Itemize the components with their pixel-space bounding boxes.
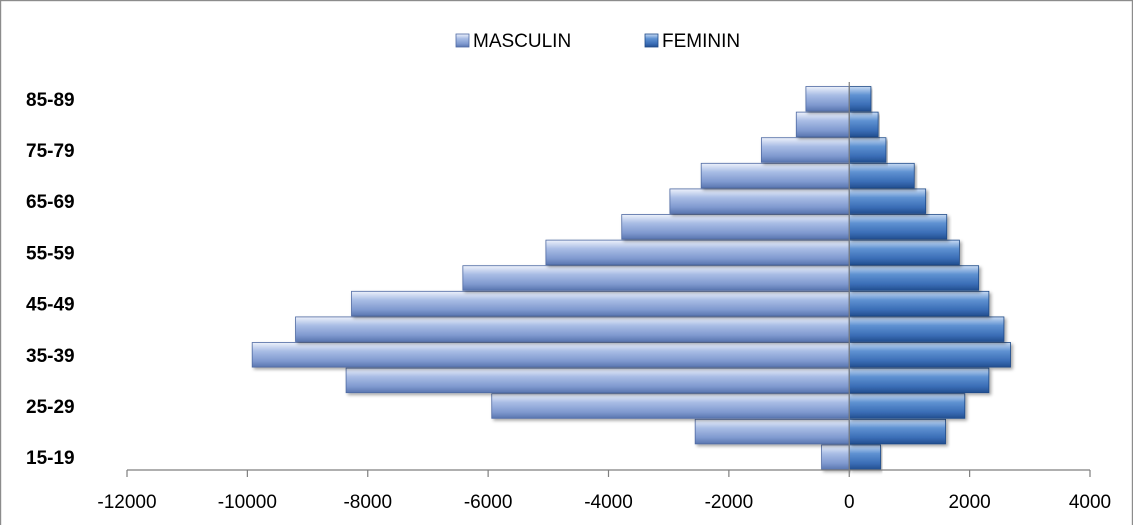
bar-masculin-65-69 — [669, 188, 850, 214]
x-tick-label: 2000 — [948, 492, 990, 513]
x-tick-label: -4000 — [584, 492, 633, 513]
y-tick-label: 55-59 — [26, 243, 75, 264]
x-tick-label: -8000 — [343, 492, 392, 513]
bar-masculin-85-89 — [805, 86, 850, 112]
x-tick-label: 4000 — [1069, 492, 1111, 513]
bar-masculin-25-29 — [491, 393, 850, 419]
y-tick-label: 15-19 — [26, 448, 75, 469]
bar-feminin-65-69 — [848, 188, 927, 214]
bar-feminin-20-24 — [848, 418, 946, 445]
bar-masculin-70-74 — [700, 162, 850, 189]
x-tick-label: -6000 — [464, 492, 513, 513]
bar-feminin-80-84 — [848, 111, 879, 138]
bar-masculin-35-39 — [251, 342, 850, 368]
bar-masculin-40-44 — [295, 316, 850, 342]
bar-feminin-15-19 — [848, 444, 881, 470]
bar-masculin-80-84 — [795, 111, 850, 138]
legend-swatch-feminin — [644, 33, 659, 48]
legend-label-masculin: MASCULIN — [473, 31, 571, 52]
bar-masculin-50-54 — [462, 265, 850, 291]
y-tick-label: 65-69 — [26, 192, 75, 213]
bar-feminin-55-59 — [848, 239, 960, 266]
y-tick-label: 75-79 — [26, 141, 75, 162]
x-tick-label: -2000 — [705, 492, 754, 513]
bar-masculin-20-24 — [694, 418, 850, 445]
y-tick-label: 45-49 — [26, 295, 75, 316]
bar-masculin-15-19 — [821, 444, 850, 470]
bar-feminin-35-39 — [848, 342, 1011, 368]
bar-masculin-60-64 — [621, 214, 850, 240]
bar-feminin-40-44 — [848, 316, 1005, 342]
y-tick-labels: 15-19 25-29 35-39 45-49 55-59 65-69 75-79 85-89 — [26, 90, 75, 469]
bar-masculin-30-34 — [345, 367, 850, 394]
x-tick-label: -10000 — [218, 492, 277, 513]
legend-label-feminin: FEMININ — [662, 31, 740, 52]
y-tick-label: 35-39 — [26, 346, 75, 367]
bar-feminin-25-29 — [848, 393, 966, 419]
bar-masculin-75-79 — [760, 137, 850, 163]
bar-feminin-85-89 — [848, 86, 872, 112]
bar-feminin-75-79 — [848, 137, 887, 163]
bar-masculin-45-49 — [351, 290, 850, 317]
bar-feminin-50-54 — [848, 265, 980, 291]
axes — [126, 82, 1091, 477]
x-tick-label: -12000 — [97, 492, 156, 513]
x-tick-label: 0 — [844, 492, 855, 513]
bar-feminin-45-49 — [848, 290, 990, 317]
legend: MASCULIN FEMININ — [455, 31, 740, 52]
bar-feminin-30-34 — [848, 367, 990, 394]
bar-feminin-60-64 — [848, 214, 948, 240]
y-tick-label: 85-89 — [26, 90, 75, 111]
x-tick-labels: -12000 -10000 -8000 -6000 -4000 -2000 0 2000 400… — [97, 492, 1111, 513]
legend-swatch-masculin — [455, 33, 470, 48]
bar-feminin-70-74 — [848, 162, 915, 189]
bar-masculin-55-59 — [545, 239, 850, 266]
y-tick-label: 25-29 — [26, 397, 75, 418]
